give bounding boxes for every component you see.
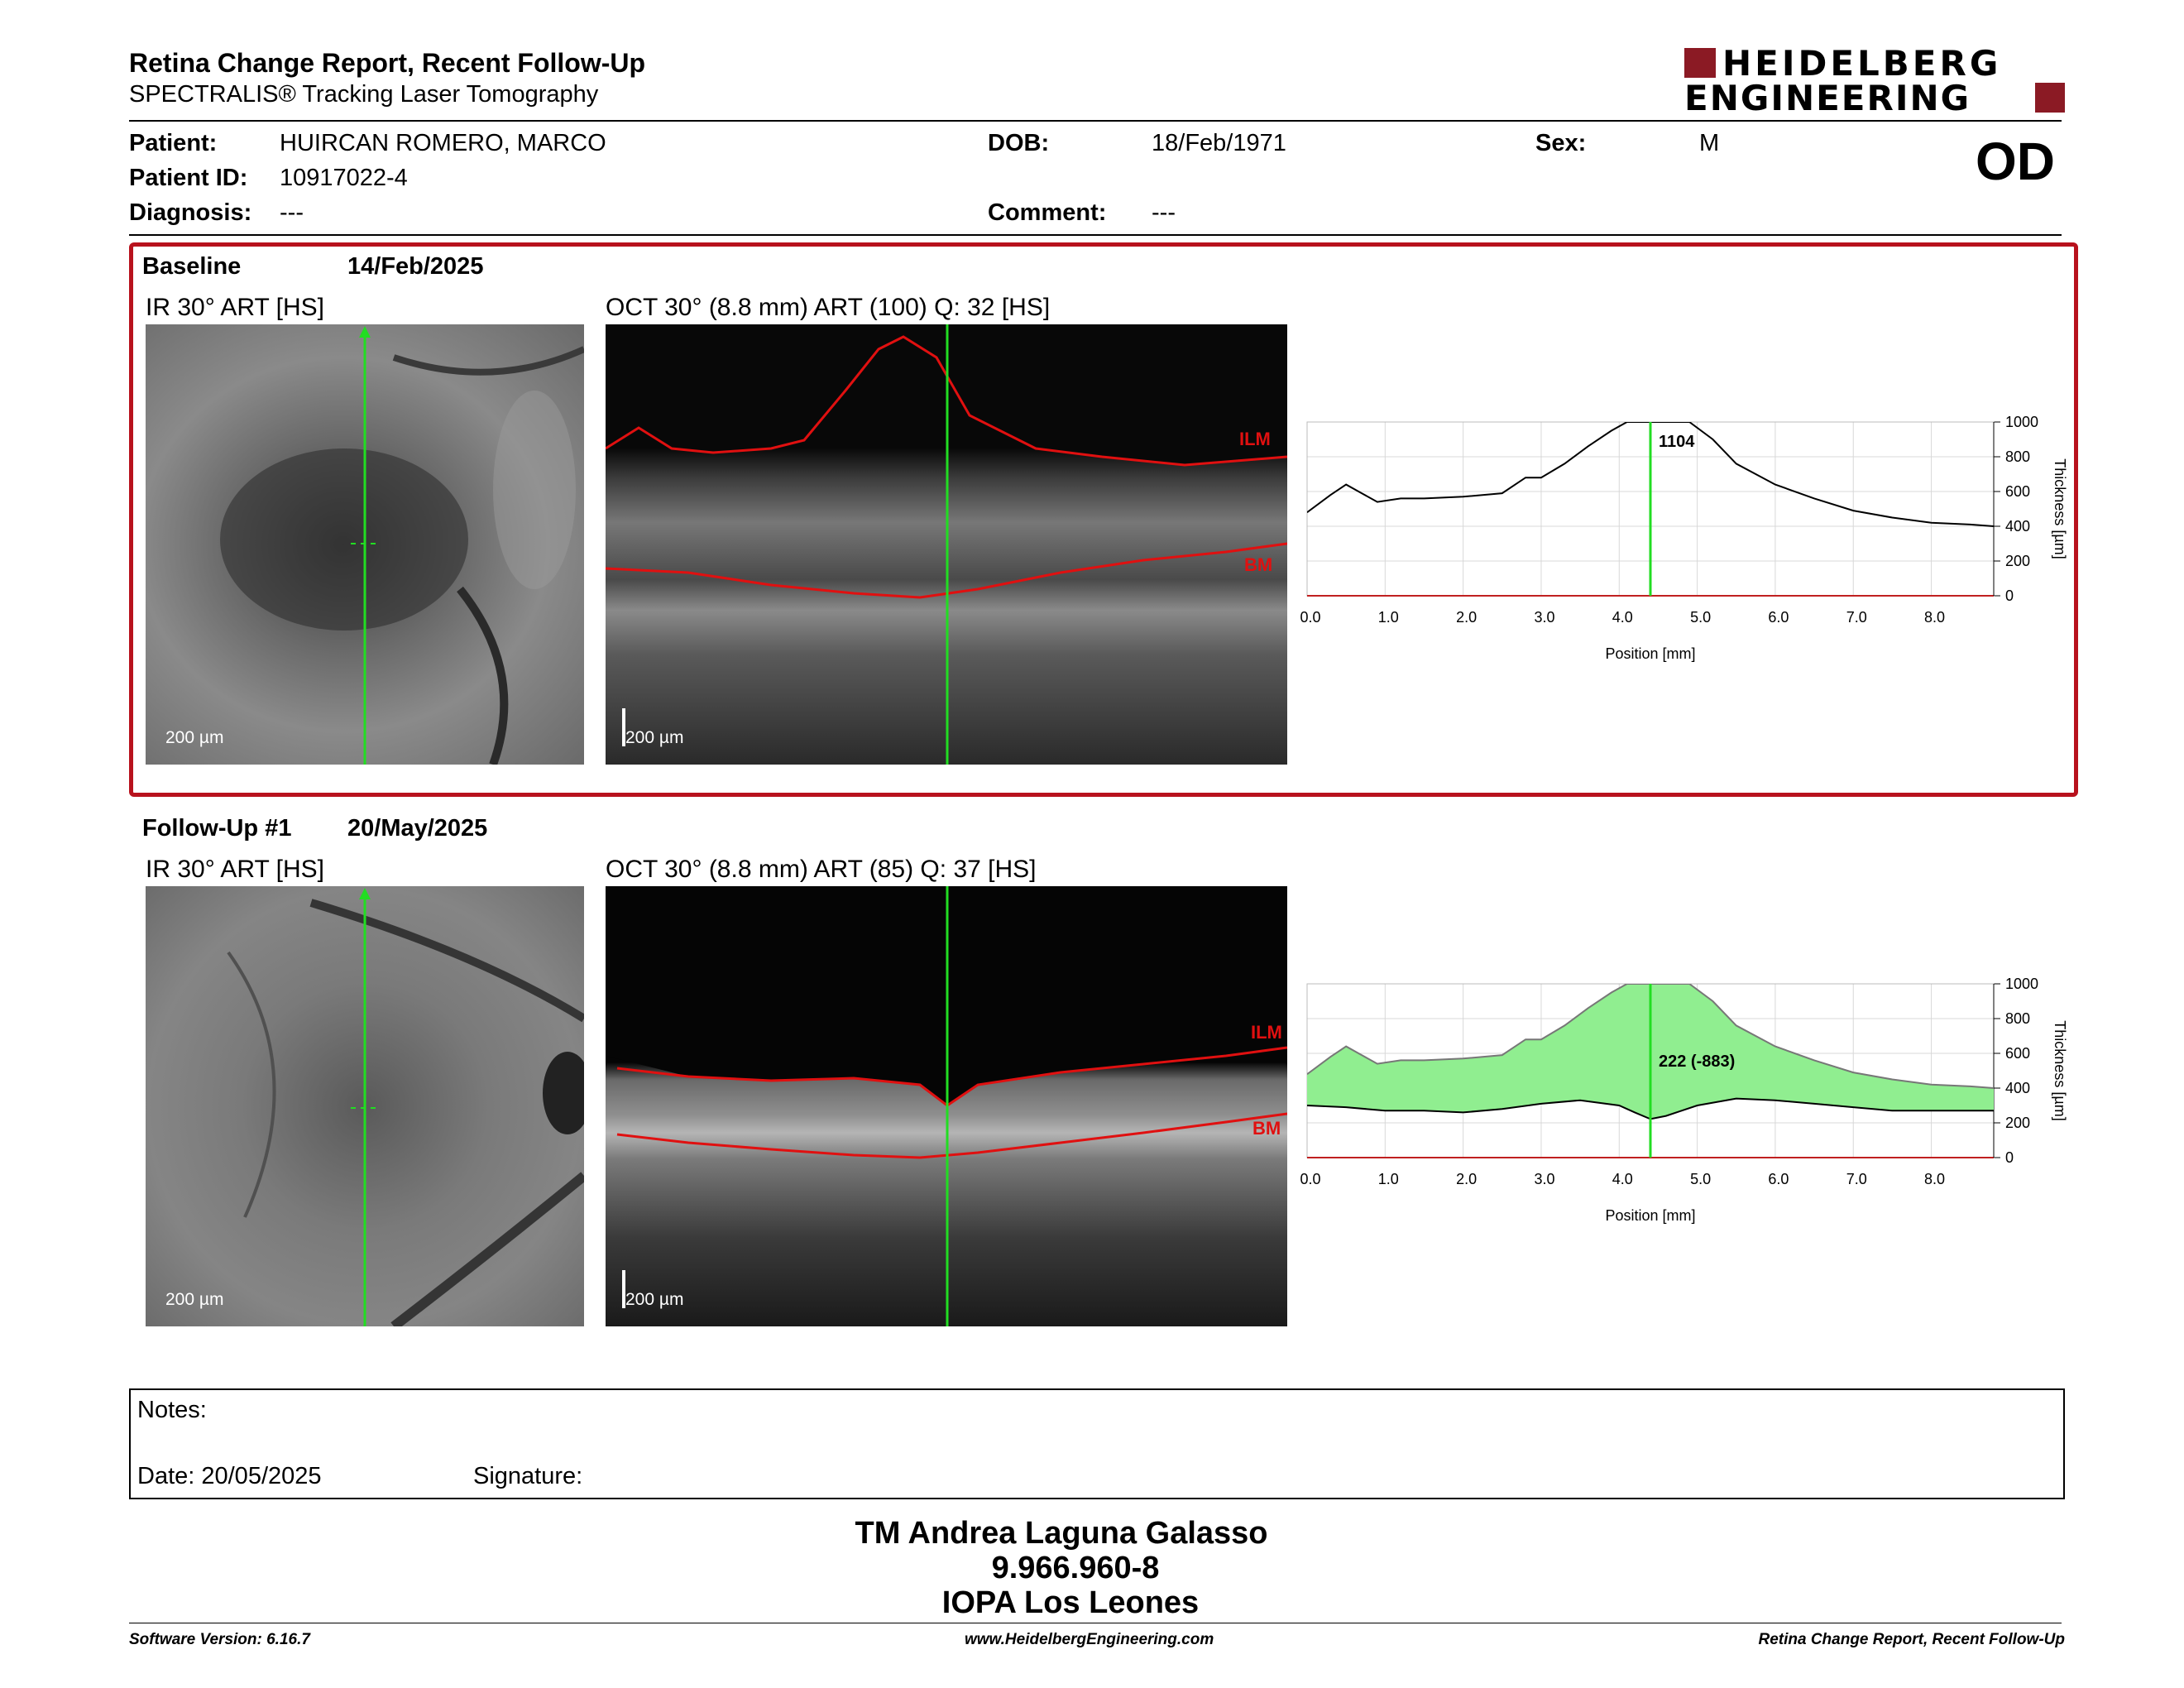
y-tick-label: 0 — [2005, 1149, 2014, 1166]
y-tick-label: 800 — [2005, 448, 2030, 465]
x-tick-label: 6.0 — [1768, 1171, 1789, 1187]
signatory-org: IOPA Los Leones — [941, 1585, 1200, 1620]
x-tick-label: 7.0 — [1846, 1171, 1867, 1187]
signatory-id: 9.966.960-8 — [991, 1551, 1160, 1585]
followup-oct-scale: 200 µm — [625, 1290, 684, 1309]
y-tick-label: 0 — [2005, 587, 2014, 604]
followup-ir-overlay — [227, 888, 584, 1326]
x-axis-label: Position [mm] — [1605, 1207, 1695, 1224]
x-tick-label: 0.0 — [1300, 609, 1320, 626]
y-tick-label: 600 — [2005, 1045, 2030, 1062]
website-link[interactable]: www.HeidelbergEngineering.com — [965, 1631, 1214, 1648]
y-tick-label: 600 — [2005, 483, 2030, 500]
y-tick-label: 1000 — [2005, 976, 2038, 992]
sex-value: M — [1699, 130, 1720, 156]
followup-oct-image[interactable]: ILM BM 200 µm — [606, 886, 1287, 1326]
x-tick-label: 4.0 — [1612, 609, 1633, 626]
header-rule — [129, 120, 2062, 122]
baseline-oct-overlay: ILM BM — [606, 324, 1287, 765]
signatory-name: TM Andrea Laguna Galasso — [855, 1516, 1268, 1551]
logo-line2: ENGINEERING — [1684, 78, 1971, 118]
patient-name: HUIRCAN ROMERO, MARCO — [280, 130, 606, 156]
x-tick-label: 1.0 — [1378, 1171, 1399, 1187]
eye-label: OD — [1976, 132, 2055, 191]
report-subtitle: SPECTRALIS® Tracking Laser Tomography — [129, 81, 599, 108]
x-axis-label: Position [mm] — [1605, 645, 1695, 662]
x-tick-label: 3.0 — [1534, 1171, 1554, 1187]
dob-label: DOB: — [988, 130, 1050, 156]
signature-label: Signature: — [473, 1463, 583, 1489]
logo-line1: HEIDELBERG — [1722, 43, 2002, 84]
x-tick-label: 5.0 — [1690, 1171, 1711, 1187]
baseline-oct-image[interactable]: ILM BM 200 µm — [606, 324, 1287, 765]
marker-value-label: 1104 — [1659, 433, 1695, 451]
baseline-oct-scale-bar — [622, 708, 625, 746]
x-tick-label: 8.0 — [1924, 1171, 1945, 1187]
marker-value-label: 222 (-883) — [1659, 1053, 1735, 1071]
comment-value: --- — [1152, 199, 1176, 226]
x-tick-label: 1.0 — [1378, 609, 1399, 626]
y-tick-label: 1000 — [2005, 414, 2038, 430]
followup-label: Follow-Up #1 — [142, 815, 292, 842]
notes-label: Notes: — [137, 1397, 207, 1423]
heidelberg-logo: HEIDELBERG ENGINEERING — [1684, 43, 2065, 118]
followup-date: 20/May/2025 — [347, 815, 488, 842]
y-tick-label: 400 — [2005, 518, 2030, 535]
y-tick-label: 800 — [2005, 1010, 2030, 1027]
x-tick-label: 4.0 — [1612, 1171, 1633, 1187]
baseline-ir-scale: 200 µm — [165, 728, 224, 747]
x-tick-label: 5.0 — [1690, 609, 1711, 626]
baseline-ilm-label: ILM — [1239, 429, 1271, 449]
baseline-label: Baseline — [142, 253, 242, 280]
baseline-thickness-chart: 0.0 1.0 2.0 3.0 4.0 5.0 6.0 7.0 8.0 0 200 400 600 800… — [1300, 414, 2068, 662]
followup-ir-scale: 200 µm — [165, 1290, 224, 1309]
followup-bm-label: BM — [1252, 1118, 1281, 1139]
baseline-ir-image[interactable]: 200 µm — [146, 324, 584, 765]
y-tick-label: 200 — [2005, 1115, 2030, 1131]
patient-id: 10917022-4 — [280, 165, 408, 191]
x-tick-label: 7.0 — [1846, 609, 1867, 626]
x-tick-label: 3.0 — [1534, 609, 1554, 626]
baseline-section — [129, 242, 2078, 797]
y-tick-label: 200 — [2005, 553, 2030, 569]
software-version: Software Version: 6.16.7 — [129, 1631, 310, 1648]
followup-series-line — [1307, 1097, 1994, 1120]
followup-ir-image[interactable]: 200 µm — [146, 886, 584, 1326]
comment-label: Comment: — [988, 199, 1107, 226]
baseline-ir-label: IR 30° ART [HS] — [146, 294, 324, 321]
y-axis-label: Thickness [µm] — [2052, 1020, 2068, 1120]
thickness-series-line — [1307, 422, 1994, 527]
x-tick-label: 2.0 — [1456, 609, 1477, 626]
x-tick-label: 8.0 — [1924, 609, 1945, 626]
patient-id-label: Patient ID: — [129, 165, 248, 191]
sex-label: Sex: — [1535, 130, 1587, 156]
followup-ilm-label: ILM — [1251, 1022, 1282, 1043]
baseline-bm-label: BM — [1244, 554, 1272, 575]
x-tick-label: 0.0 — [1300, 1171, 1320, 1187]
diagnosis-label: Diagnosis: — [129, 199, 252, 226]
notes-date: Date: 20/05/2025 — [137, 1463, 322, 1489]
x-tick-label: 2.0 — [1456, 1171, 1477, 1187]
baseline-series-line — [1307, 984, 1994, 1089]
followup-thickness-chart: 0.0 1.0 2.0 3.0 4.0 5.0 6.0 7.0 8.0 0 200 400 600 800… — [1300, 976, 2068, 1224]
followup-ir-label: IR 30° ART [HS] — [146, 856, 324, 883]
footer-report-name: Retina Change Report, Recent Follow-Up — [1758, 1631, 2065, 1648]
baseline-ir-overlay — [220, 326, 584, 765]
baseline-oct-label: OCT 30° (8.8 mm) ART (100) Q: 32 [HS] — [606, 294, 1051, 321]
y-axis-label: Thickness [µm] — [2052, 458, 2068, 559]
patient-rule — [129, 234, 2062, 236]
y-tick-label: 400 — [2005, 1080, 2030, 1096]
baseline-date: 14/Feb/2025 — [347, 253, 484, 280]
followup-oct-label: OCT 30° (8.8 mm) ART (85) Q: 37 [HS] — [606, 856, 1037, 883]
followup-oct-overlay: ILM BM — [606, 886, 1287, 1326]
dob-value: 18/Feb/1971 — [1152, 130, 1286, 156]
baseline-oct-scale: 200 µm — [625, 728, 684, 747]
patient-label: Patient: — [129, 130, 218, 156]
notes-box: Notes: Date: 20/05/2025 Signature: — [129, 1388, 2065, 1499]
x-tick-label: 6.0 — [1768, 609, 1789, 626]
report-title: Retina Change Report, Recent Follow-Up — [129, 48, 646, 78]
followup-oct-scale-bar — [622, 1270, 625, 1308]
diagnosis-value: --- — [280, 199, 304, 226]
